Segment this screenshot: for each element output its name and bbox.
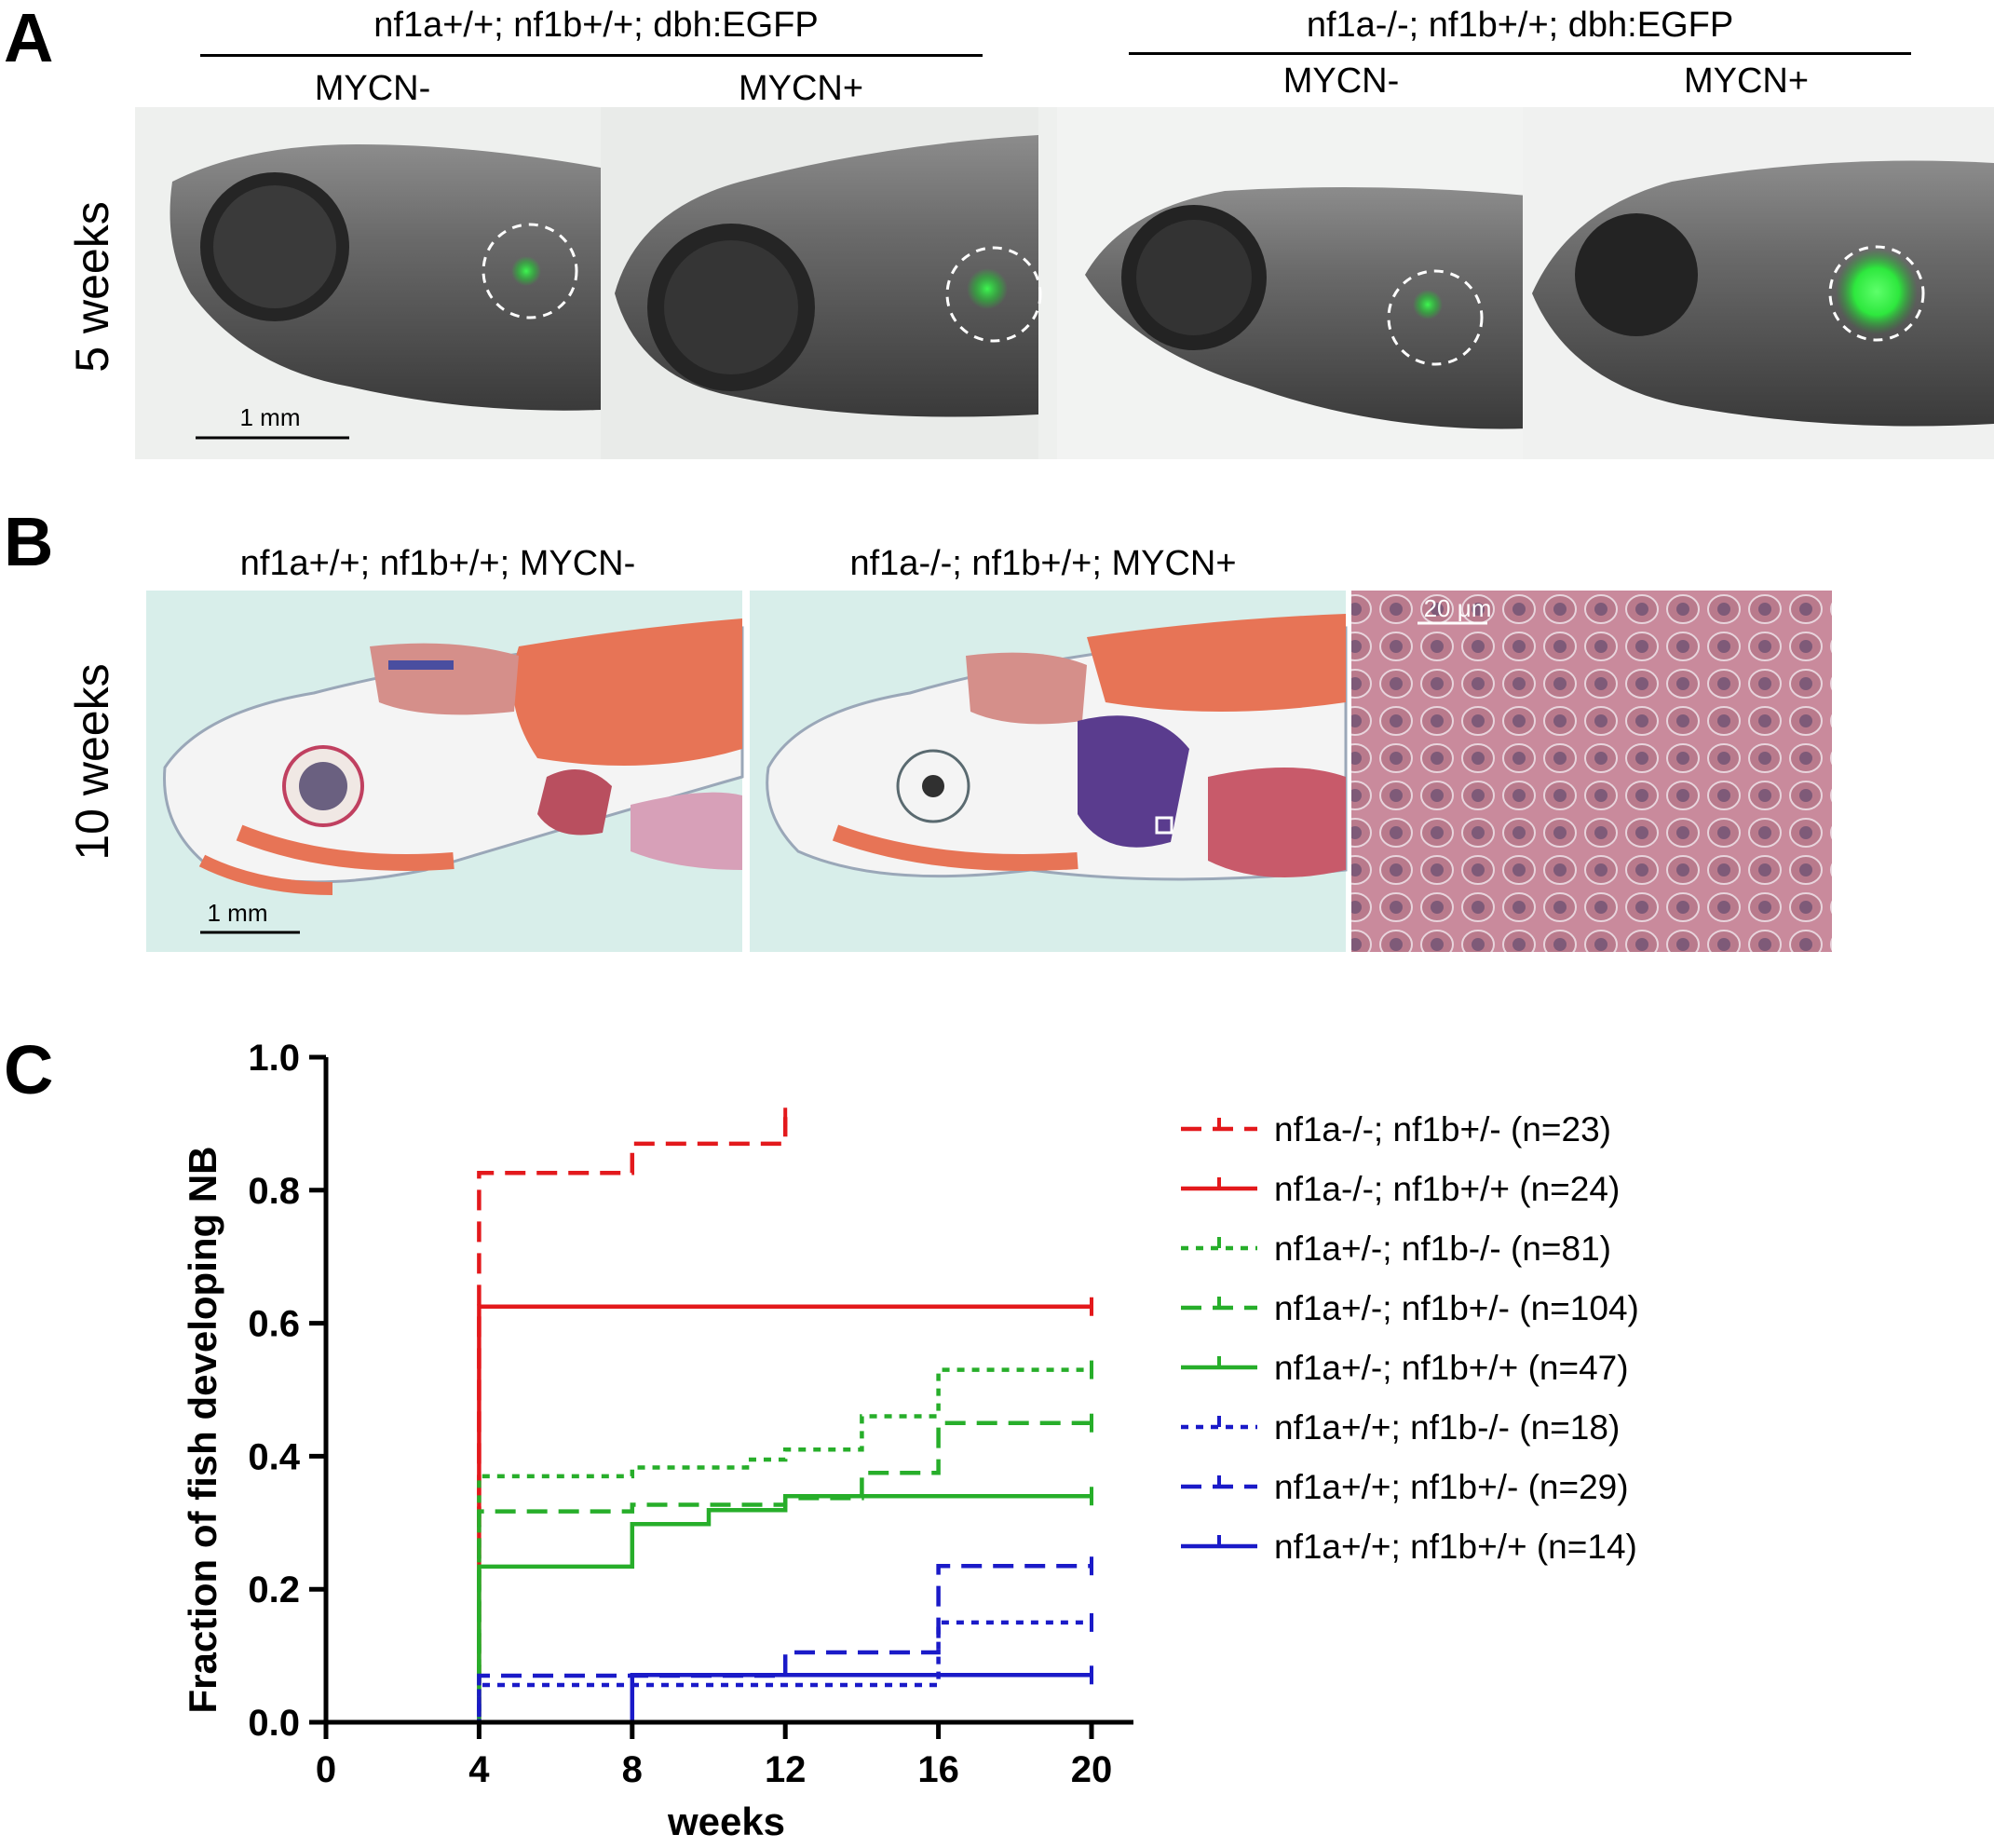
panel-a-fluorescence-image xyxy=(135,107,1994,459)
panel-a-sublabel-1: MYCN- xyxy=(314,69,431,108)
y-tick-label: 0.4 xyxy=(248,1436,300,1477)
panel-b-zoom-scale-label: 20 μm xyxy=(1423,594,1492,622)
survival-chart: 0.0 0.2 0.4 0.6 0.8 1.0 0 4 8 12 16 20 nf1a-/-; nf1… xyxy=(181,1038,1639,1843)
y-axis-label: Fraction of fish developing NB xyxy=(181,1146,224,1713)
panel-letter-b: B xyxy=(4,503,54,580)
y-tick-label: 1.0 xyxy=(248,1038,300,1079)
y-tick-label: 0.2 xyxy=(248,1569,300,1610)
series-line-3 xyxy=(326,1367,1092,1725)
series-line-5 xyxy=(326,1493,1092,1725)
series-line-6 xyxy=(326,1620,1092,1725)
panel-a-sublabel-4: MYCN+ xyxy=(1683,61,1810,101)
panel-b-label-mid: nf1a-/-; nf1b+/+; MYCN+ xyxy=(849,544,1237,583)
series-line-1 xyxy=(326,1117,788,1725)
panel-letter-c: C xyxy=(4,1031,54,1108)
panel-b-label-left: nf1a+/+; nf1b+/+; MYCN- xyxy=(239,544,636,583)
panel-a-genotype-left: nf1a+/+; nf1b+/+; dbh:EGFP xyxy=(373,6,819,45)
series-line-8 xyxy=(326,1673,1092,1725)
y-tick-label: 0.0 xyxy=(248,1703,300,1744)
panel-a-row-label: 5 weeks xyxy=(66,201,118,373)
panel-b-histology-image xyxy=(146,591,1832,952)
fish-2 xyxy=(601,107,1042,459)
y-tick-label: 0.8 xyxy=(248,1171,300,1212)
x-tick-label: 8 xyxy=(622,1749,643,1790)
panel-a-rule-left xyxy=(200,54,983,57)
panel-b-row-label: 10 weeks xyxy=(66,663,118,861)
legend-label: nf1a+/-; nf1b+/- (n=104) xyxy=(1274,1289,1639,1327)
panel-a-genotype-right: nf1a-/-; nf1b+/+; dbh:EGFP xyxy=(1306,6,1734,45)
legend-label: nf1a+/+; nf1b+/- (n=29) xyxy=(1274,1468,1629,1506)
section-1 xyxy=(163,618,744,934)
legend-label: nf1a-/-; nf1b+/- (n=23) xyxy=(1274,1110,1611,1148)
section-2 xyxy=(766,614,1348,881)
panel-letter-a: A xyxy=(4,0,54,76)
x-tick-label: 12 xyxy=(765,1749,807,1790)
legend-label: nf1a+/+; nf1b-/- (n=18) xyxy=(1274,1408,1620,1447)
x-tick-label: 4 xyxy=(468,1749,490,1790)
fish-4 xyxy=(1523,107,1994,459)
panel-a-rule-right xyxy=(1129,52,1911,55)
legend-label: nf1a-/-; nf1b+/+ (n=24) xyxy=(1274,1170,1620,1208)
x-axis-label: weeks xyxy=(667,1800,785,1843)
legend-label: nf1a+/-; nf1b-/- (n=81) xyxy=(1274,1230,1611,1268)
panel-a-sublabel-3: MYCN- xyxy=(1282,61,1400,101)
panel-a-sublabel-2: MYCN+ xyxy=(738,69,864,108)
legend-label: nf1a+/+; nf1b+/+ (n=14) xyxy=(1274,1528,1637,1566)
y-tick-label: 0.6 xyxy=(248,1304,300,1345)
x-tick-label: 0 xyxy=(316,1749,336,1790)
legend-label: nf1a+/-; nf1b+/+ (n=47) xyxy=(1274,1349,1629,1387)
fish-3 xyxy=(1057,107,1527,459)
x-tick-label: 16 xyxy=(917,1749,959,1790)
panel-b-scale-label: 1 mm xyxy=(207,899,268,927)
fish-1 xyxy=(170,144,601,411)
x-tick-label: 20 xyxy=(1071,1749,1113,1790)
panel-a-scale-label: 1 mm xyxy=(239,403,301,431)
series-line-7 xyxy=(326,1563,1092,1725)
